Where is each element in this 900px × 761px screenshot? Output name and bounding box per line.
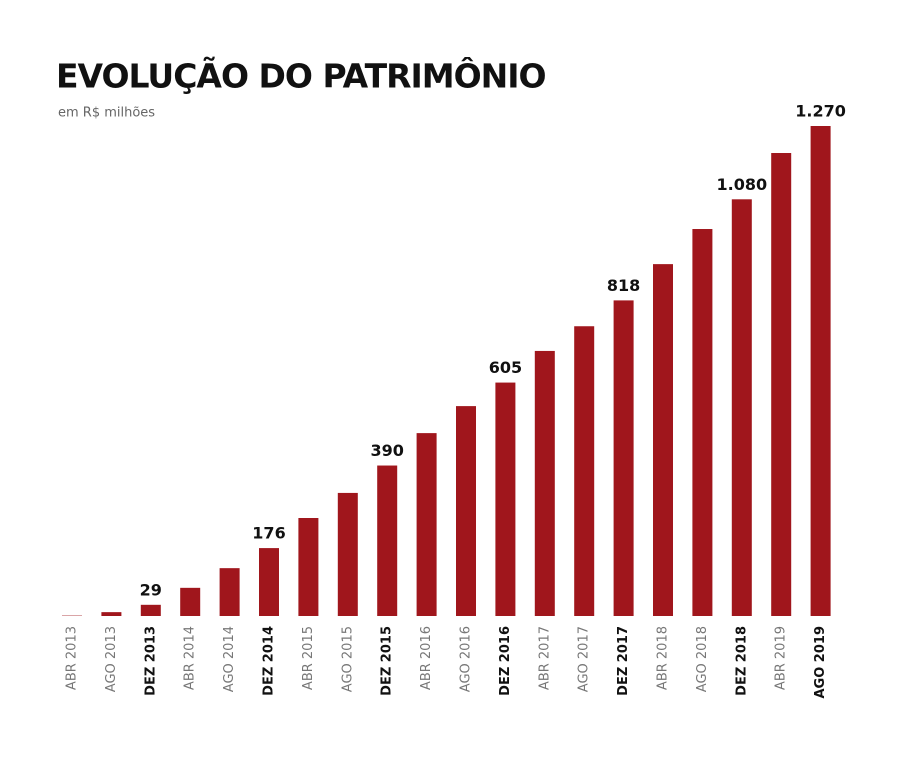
x-tick-label: DEZ 2015 [380,626,395,696]
x-tick-label: AGO 2016 [459,626,474,692]
bar [692,229,713,616]
bar [259,548,279,616]
bar [101,612,122,616]
value-label: 818 [607,276,640,295]
value-label: 390 [370,441,403,460]
value-label: 605 [489,358,522,377]
bar [771,153,792,616]
x-tick-label: AGO 2015 [340,626,355,692]
x-tick-label: ABR 2014 [183,626,198,690]
bar [613,300,634,616]
x-tick-label: AGO 2018 [695,626,710,692]
bar [731,199,752,617]
bar [140,604,161,616]
bar [810,126,831,616]
bar [574,326,595,616]
chart-title: EVOLUÇÃO DO PATRIMÔNIO [56,56,546,96]
x-tick-label: AGO 2017 [577,626,592,692]
x-tick-label: DEZ 2016 [498,626,513,696]
bar [298,518,319,616]
bar [495,382,516,616]
value-label: 176 [252,524,285,543]
x-tick-label: AGO 2014 [222,626,237,692]
x-tick-label: AGO 2019 [813,626,828,699]
bar [337,492,358,616]
x-tick-label: AGO 2013 [104,626,119,692]
bar [416,433,437,616]
bar [219,568,240,616]
x-tick-label: ABR 2017 [537,626,552,690]
bar [653,264,673,616]
x-tick-label: ABR 2016 [419,626,434,690]
value-label: 1.270 [795,102,846,121]
x-tick-label: ABR 2015 [301,626,316,690]
bar [377,465,398,616]
x-tick-label: ABR 2019 [774,626,789,690]
value-label: 29 [140,580,162,599]
x-tick-label: ABR 2013 [65,626,80,690]
bar [534,350,555,616]
value-label: 1.080 [716,175,767,194]
x-tick-label: DEZ 2014 [262,626,277,696]
bar [456,406,476,616]
chart-subtitle: em R$ milhões [58,106,155,121]
x-tick-label: ABR 2018 [656,626,671,690]
x-tick-label: DEZ 2013 [143,626,158,696]
x-tick-label: DEZ 2018 [734,626,749,696]
bar [180,587,201,616]
x-tick-label: DEZ 2017 [616,626,631,696]
